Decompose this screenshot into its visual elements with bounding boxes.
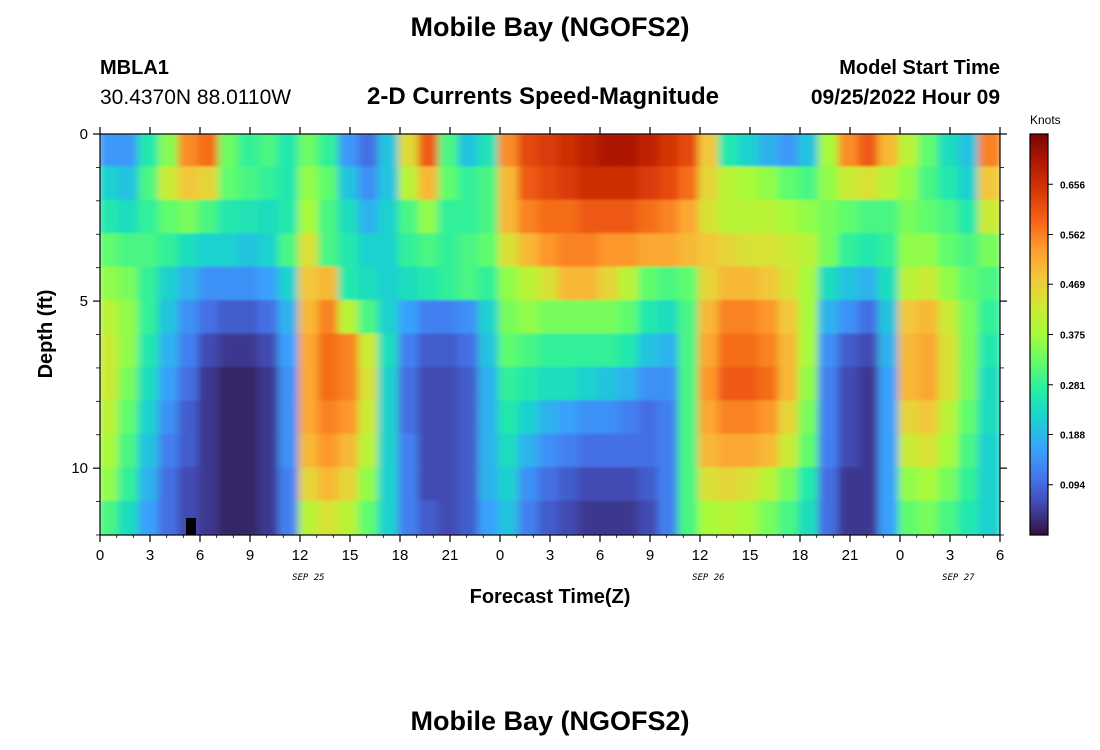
next-chart-title: Mobile Bay (NGOFS2) bbox=[410, 706, 690, 736]
colorbar-title: Knots bbox=[1030, 113, 1061, 127]
date-label: SEP 27 bbox=[942, 573, 975, 583]
heatmap-cell bbox=[978, 233, 1000, 269]
chart-subtitle: 2-D Currents Speed-Magnitude bbox=[367, 83, 720, 110]
x-tick-label: 9 bbox=[646, 547, 654, 564]
station-id: MBLA1 bbox=[100, 57, 169, 79]
x-axis-label: Forecast Time(Z) bbox=[470, 586, 631, 608]
heatmap-cell bbox=[978, 467, 1000, 503]
y-axis: 0 5 10 bbox=[71, 126, 1007, 536]
x-tick-label: 15 bbox=[342, 547, 359, 564]
heatmap-cell bbox=[100, 366, 122, 403]
model-start-label: Model Start Time bbox=[839, 57, 1000, 79]
heatmap-cell bbox=[100, 500, 122, 535]
x-tick-label: 12 bbox=[692, 547, 709, 564]
y-axis-label: Depth (ft) bbox=[35, 290, 57, 379]
missing-data-marker bbox=[186, 518, 196, 535]
colorbar-tick-label: 0.281 bbox=[1060, 381, 1085, 392]
model-start-value: 09/25/2022 Hour 09 bbox=[810, 86, 1000, 109]
x-tick-label: 21 bbox=[842, 547, 859, 564]
heatmap-cell bbox=[100, 300, 122, 336]
heatmap-cell bbox=[100, 233, 122, 269]
heatmap-cell bbox=[100, 266, 122, 303]
colorbar-tick-label: 0.375 bbox=[1060, 331, 1085, 342]
heatmap-cell bbox=[100, 166, 122, 202]
x-tick-label: 6 bbox=[596, 547, 604, 564]
colorbar-tick-label: 0.469 bbox=[1060, 280, 1085, 291]
colorbar-tick-label: 0.188 bbox=[1060, 430, 1085, 441]
colorbar: 0.094 0.188 0.281 0.375 0.469 0.562 0.656 bbox=[1029, 133, 1085, 536]
heatmap-cell bbox=[978, 500, 1000, 535]
y-tick-label: 10 bbox=[71, 460, 88, 477]
x-tick-label: 18 bbox=[392, 547, 409, 564]
heatmap-cell bbox=[100, 333, 122, 369]
y-tick-label: 5 bbox=[80, 293, 88, 310]
heatmap-cell bbox=[978, 166, 1000, 202]
date-label: SEP 25 bbox=[292, 573, 325, 583]
x-tick-label: 6 bbox=[196, 547, 204, 564]
date-labels: SEP 25 SEP 26 SEP 27 bbox=[292, 573, 975, 583]
page-title: Mobile Bay (NGOFS2) bbox=[410, 12, 690, 42]
x-tick-label: 12 bbox=[292, 547, 309, 564]
heatmap-cell bbox=[100, 433, 122, 470]
x-tick-label: 3 bbox=[146, 547, 154, 564]
x-tick-label: 3 bbox=[546, 547, 554, 564]
x-tick-label: 3 bbox=[946, 547, 954, 564]
station-coordinates: 30.4370N 88.0110W bbox=[100, 86, 292, 109]
heatmap-cell bbox=[978, 433, 1000, 470]
colorbar-tick-label: 0.656 bbox=[1060, 180, 1085, 191]
heatmap-cell bbox=[100, 400, 122, 436]
y-tick-label: 0 bbox=[80, 126, 88, 143]
heatmap-cell bbox=[978, 134, 1000, 169]
x-tick-label: 0 bbox=[96, 547, 104, 564]
heatmap-cell bbox=[100, 467, 122, 503]
heatmap-cell bbox=[978, 199, 1000, 236]
heatmap-cell bbox=[100, 134, 122, 169]
heatmap-cells bbox=[100, 134, 1000, 535]
x-tick-label: 21 bbox=[442, 547, 459, 564]
heatmap-cell bbox=[978, 300, 1000, 336]
x-tick-label: 0 bbox=[896, 547, 904, 564]
heatmap-cell bbox=[978, 366, 1000, 403]
heatmap-cell bbox=[978, 400, 1000, 436]
heatmap-cell bbox=[978, 266, 1000, 303]
x-tick-label: 18 bbox=[792, 547, 809, 564]
x-tick-label: 0 bbox=[496, 547, 504, 564]
x-tick-label: 9 bbox=[246, 547, 254, 564]
colorbar-scale bbox=[1029, 133, 1049, 536]
x-tick-label: 15 bbox=[742, 547, 759, 564]
date-label: SEP 26 bbox=[692, 573, 725, 583]
colorbar-tick-label: 0.562 bbox=[1060, 231, 1085, 242]
heatmap-cell bbox=[100, 199, 122, 236]
heatmap-cell bbox=[978, 333, 1000, 369]
colorbar-tick-label: 0.094 bbox=[1060, 481, 1085, 492]
x-tick-label: 6 bbox=[996, 547, 1004, 564]
x-axis: 0 3 6 9 12 15 18 21 0 3 6 9 12 15 18 21 0 3 6 bbox=[96, 127, 1004, 564]
